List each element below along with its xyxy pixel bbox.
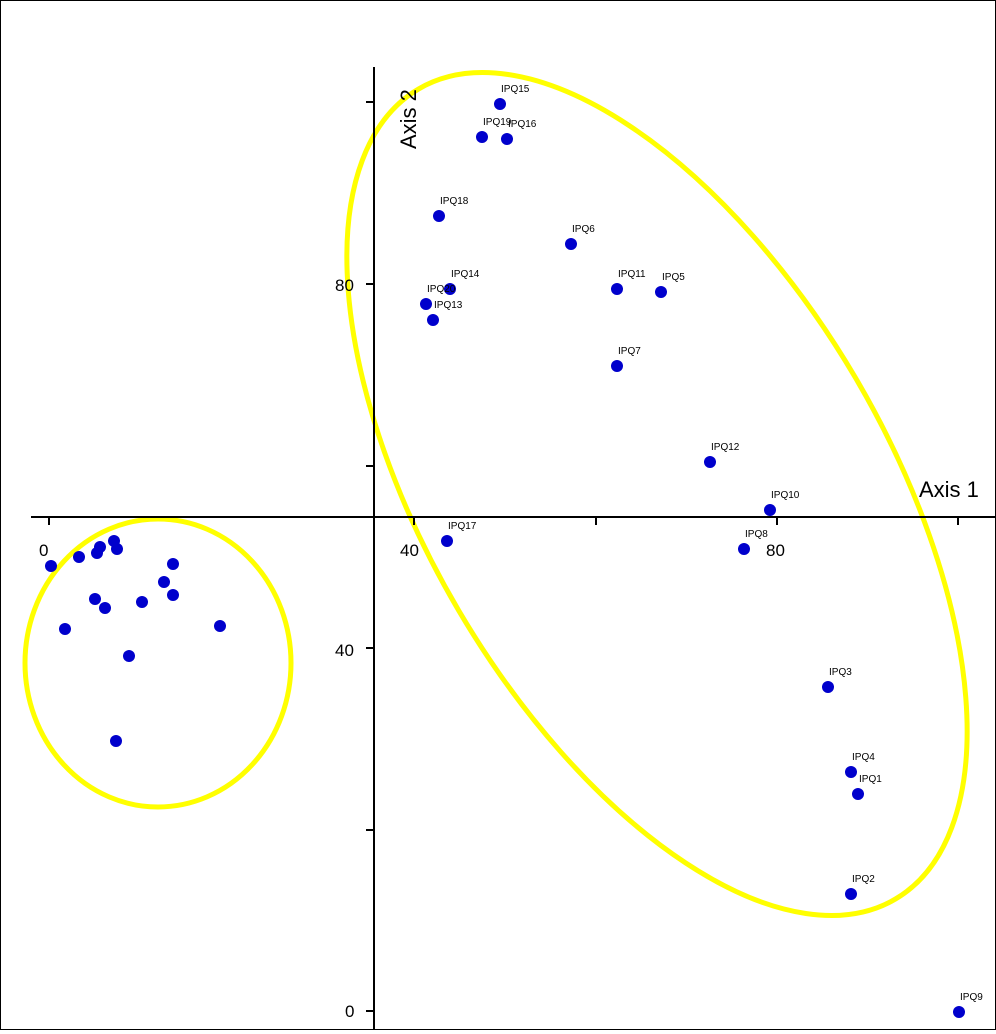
point-label: IPQ17 [448,521,477,532]
point-label: IPQ19 [483,117,512,128]
data-point [89,593,101,605]
data-point [822,681,834,693]
data-point [845,888,857,900]
data-point [565,238,577,250]
x-tick-label: 40 [400,541,419,560]
data-point [611,360,623,372]
data-point [441,535,453,547]
point-label: IPQ2 [852,874,875,885]
point-label: IPQ4 [852,752,875,763]
data-point [94,541,106,553]
data-point [444,283,456,295]
point-label: IPQ3 [829,667,852,678]
data-point [655,286,667,298]
point-label: IPQ8 [745,529,768,540]
data-point [611,283,623,295]
point-label: IPQ15 [501,84,530,95]
x-tick-label: 80 [766,541,785,560]
point-label: IPQ1 [859,774,882,785]
data-point [167,589,179,601]
ppq-cluster-ellipse [22,516,294,810]
data-point [136,596,148,608]
data-point [501,133,513,145]
data-point [764,504,776,516]
data-point [738,543,750,555]
point-label: IPQ9 [960,992,983,1003]
data-point [420,298,432,310]
point-label: IPQ11 [618,269,646,280]
y-axis-title: Axis 2 [396,89,421,149]
point-label: IPQ12 [711,442,740,453]
axes [31,67,995,1029]
data-point [494,98,506,110]
data-point [123,650,135,662]
axis-titles: Axis 1 Axis 2 [396,89,979,502]
point-label: IPQ13 [434,300,463,311]
data-point [845,766,857,778]
point-label: IPQ14 [451,269,480,280]
data-point [704,456,716,468]
point-label: IPQ5 [662,272,685,283]
y-tick-label: 0 [345,1002,354,1021]
point-label: IPQ20 [427,284,456,295]
ipq-cluster-ellipse [344,70,970,918]
data-point [433,210,445,222]
data-point [45,560,57,572]
x-tick-label: 0 [39,541,48,560]
data-point [108,535,120,547]
point-label: IPQ6 [572,224,595,235]
data-point [167,558,179,570]
point-label: IPQ10 [771,490,800,501]
y-tick-label: 80 [335,276,354,295]
cluster-ellipses [22,70,970,918]
x-axis-title: Axis 1 [919,477,979,502]
data-point [214,620,226,632]
point-label: IPQ7 [618,346,641,357]
data-point [953,1006,965,1018]
tick-labels: 0 40 80 80 40 0 [39,276,785,1021]
data-point [852,788,864,800]
data-point [99,602,111,614]
y-tick-label: 40 [335,641,354,660]
data-point [59,623,71,635]
point-label: IPQ18 [440,196,469,207]
data-point [110,735,122,747]
data-point [476,131,488,143]
data-point [158,576,170,588]
point-label: IPQ16 [508,119,537,130]
data-point [73,551,85,563]
data-points [45,98,965,1018]
data-point [427,314,439,326]
